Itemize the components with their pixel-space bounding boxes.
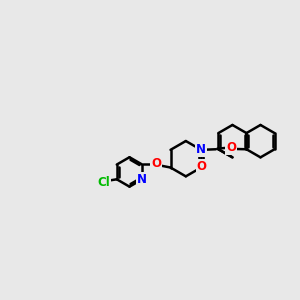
Text: Cl: Cl <box>97 176 110 189</box>
Text: N: N <box>196 143 206 156</box>
Text: O: O <box>197 160 207 172</box>
Text: N: N <box>137 173 147 186</box>
Text: O: O <box>226 141 236 154</box>
Text: O: O <box>152 158 161 170</box>
